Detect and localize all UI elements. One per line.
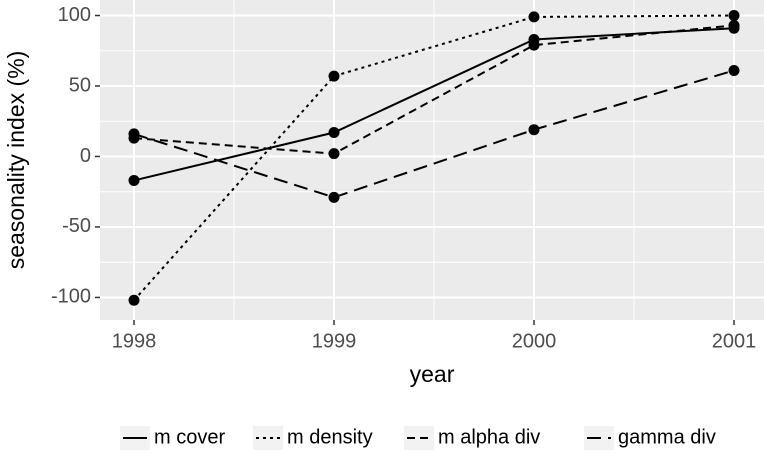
line	[133, 24, 735, 155]
x-tick-label: 1998	[112, 330, 157, 352]
x-tick-label: 2000	[512, 330, 557, 352]
point	[528, 39, 540, 51]
marks	[128, 10, 740, 306]
point	[128, 294, 140, 306]
legend-label: gamma div	[618, 426, 716, 448]
point	[328, 70, 340, 82]
point	[128, 174, 140, 186]
y-tick-label: 50	[69, 74, 91, 96]
y-tick-label: -50	[62, 215, 91, 237]
point	[728, 19, 740, 31]
legend-label: m alpha div	[438, 426, 540, 448]
point	[328, 148, 340, 160]
legend-label: m density	[287, 426, 373, 448]
point	[328, 191, 340, 203]
point	[528, 11, 540, 23]
y-tick-label: -100	[51, 286, 91, 308]
y-axis-title: seasonality index (%)	[3, 51, 29, 270]
point	[528, 124, 540, 136]
line	[133, 27, 735, 182]
y-tick-label: 100	[58, 4, 91, 26]
point	[728, 64, 740, 76]
legend-label: m cover	[154, 426, 225, 448]
point	[328, 127, 340, 139]
panel	[100, 0, 764, 320]
x-axis-title: year	[410, 361, 455, 387]
grid	[100, 0, 764, 320]
line	[133, 69, 735, 199]
point	[128, 128, 140, 140]
y-tick-label: 0	[80, 145, 91, 167]
point	[728, 10, 740, 22]
x-tick-label: 1999	[312, 330, 357, 352]
legend: m cover m density m alpha div gamma div	[120, 426, 716, 450]
x-tick-label: 2001	[712, 330, 757, 352]
